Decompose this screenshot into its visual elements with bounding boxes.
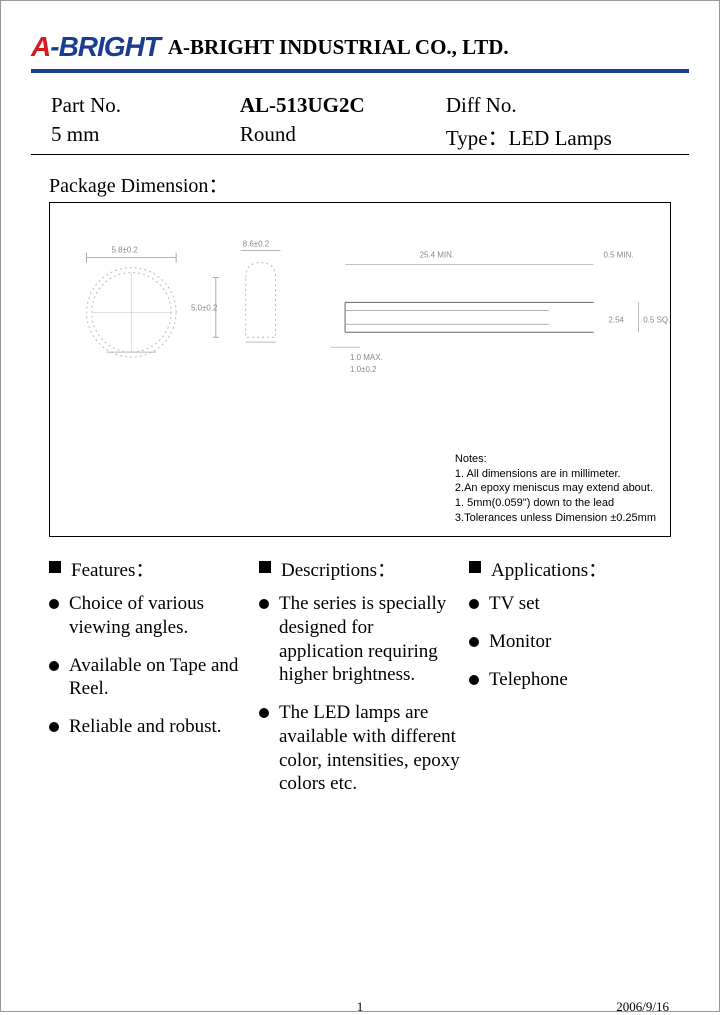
feature-text: Choice of various viewing angles. <box>69 592 251 640</box>
descriptions-column: Descriptions： The series is specially de… <box>259 555 461 810</box>
dim-top-left: 5.8±0.2 <box>111 246 138 255</box>
descriptions-heading: Descriptions： <box>259 555 461 582</box>
descriptions-list: The series is specially designed for app… <box>259 592 461 796</box>
features-list: Choice of various viewing angles. Availa… <box>49 592 251 739</box>
part-header-row2: 5 mm Round Type：LED Lamps <box>31 120 689 155</box>
feature-text: Available on Tape and Reel. <box>69 654 251 702</box>
application-text: Telephone <box>489 668 568 692</box>
features-heading: Features： <box>49 555 251 582</box>
features-title: Features： <box>71 555 154 582</box>
label-partno: Part No. <box>51 91 240 120</box>
bullet-icon <box>49 661 59 671</box>
note-2: 2.An epoxy meniscus may extend about. <box>455 481 656 496</box>
description-text: The series is specially designed for app… <box>279 592 461 687</box>
bullet-icon <box>469 675 479 685</box>
list-item: The LED lamps are available with differe… <box>259 701 461 796</box>
dim-lead: 0.5 MIN. <box>604 251 634 260</box>
list-item: Telephone <box>469 668 671 692</box>
header-rule <box>31 69 689 73</box>
part-size: 5 mm <box>51 120 240 154</box>
bullet-icon <box>259 708 269 718</box>
feature-text: Reliable and robust. <box>69 715 222 739</box>
diagram-notes: Notes: 1. All dimensions are in millimet… <box>455 452 656 526</box>
square-bullet-icon <box>259 561 271 573</box>
dim-pin: 1.0 MAX. <box>350 353 383 362</box>
bullet-icon <box>49 599 59 609</box>
dim-inner: 5.0±0.2 <box>191 303 218 312</box>
company-name: A-BRIGHT INDUSTRIAL CO., LTD. <box>168 35 509 60</box>
part-shape: Round <box>240 120 446 154</box>
logo: A-BRIGHT <box>31 31 160 63</box>
dim-pin2: 1.0±0.2 <box>350 365 377 374</box>
applications-column: Applications： TV set Monitor Telephone <box>469 555 671 810</box>
list-item: The series is specially designed for app… <box>259 592 461 687</box>
dim-sq: 0.5 SQ. <box>643 315 670 324</box>
part-number: AL-513UG2C <box>240 91 446 120</box>
notes-title: Notes: <box>455 452 656 467</box>
label-diffno: Diff No. <box>446 91 669 120</box>
square-bullet-icon <box>469 561 481 573</box>
features-column: Features： Choice of various viewing angl… <box>49 555 251 810</box>
footer-date: 2006/9/16 <box>616 999 669 1015</box>
header: A-BRIGHT A-BRIGHT INDUSTRIAL CO., LTD. <box>31 31 689 63</box>
dim-pitch: 2.54 <box>609 315 625 324</box>
note-2b: 1. 5mm(0.059") down to the lead <box>455 496 656 511</box>
content-columns: Features： Choice of various viewing angl… <box>49 555 671 810</box>
applications-list: TV set Monitor Telephone <box>469 592 671 691</box>
list-item: Choice of various viewing angles. <box>49 592 251 640</box>
descriptions-title: Descriptions： <box>281 555 396 582</box>
application-text: TV set <box>489 592 540 616</box>
dim-top-mid: 8.6±0.2 <box>243 240 270 249</box>
bullet-icon <box>469 637 479 647</box>
dim-body: 25.4 MIN. <box>420 251 454 260</box>
logo-bright: BRIGHT <box>59 31 160 62</box>
list-item: Monitor <box>469 630 671 654</box>
part-header: Part No. AL-513UG2C Diff No. <box>31 91 689 120</box>
list-item: TV set <box>469 592 671 616</box>
note-1: 1. All dimensions are in millimeter. <box>455 467 656 482</box>
bullet-icon <box>49 722 59 732</box>
bullet-icon <box>259 599 269 609</box>
note-3: 3.Tolerances unless Dimension ±0.25mm <box>455 511 656 526</box>
package-diagram: 5.8±0.2 5.0±0.2 8.6±0.2 25.4 MIN. 0.5 MI… <box>49 202 671 537</box>
logo-a: A <box>31 31 50 62</box>
logo-dash: - <box>50 31 58 62</box>
square-bullet-icon <box>49 561 61 573</box>
application-text: Monitor <box>489 630 551 654</box>
part-type: Type：LED Lamps <box>446 120 669 154</box>
list-item: Reliable and robust. <box>49 715 251 739</box>
applications-title: Applications： <box>491 555 607 582</box>
section-title: Package Dimension： <box>49 169 689 198</box>
applications-heading: Applications： <box>469 555 671 582</box>
list-item: Available on Tape and Reel. <box>49 654 251 702</box>
description-text: The LED lamps are available with differe… <box>279 701 461 796</box>
bullet-icon <box>469 599 479 609</box>
page-number: 1 <box>357 999 364 1015</box>
